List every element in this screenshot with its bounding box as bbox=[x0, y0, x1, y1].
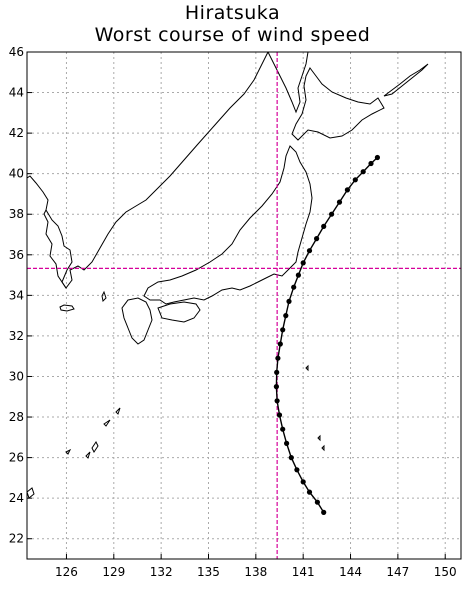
coastline-izu bbox=[305, 364, 325, 452]
plot-frame bbox=[26, 51, 462, 560]
tick-label-lon-135: 135 bbox=[197, 565, 220, 579]
tick-label-lon-144: 144 bbox=[339, 565, 362, 579]
tick-label-lat-42: 42 bbox=[9, 126, 24, 140]
title-location: Hiratsuka bbox=[184, 2, 281, 24]
track-point bbox=[306, 489, 313, 495]
track-point bbox=[280, 426, 286, 432]
title-subtitle: Worst course of wind speed bbox=[94, 24, 371, 46]
tick-label-lat-30: 30 bbox=[9, 369, 24, 383]
track-point bbox=[329, 211, 335, 217]
tick-label-lon-126: 126 bbox=[55, 565, 78, 579]
track-point bbox=[336, 199, 343, 205]
track-point bbox=[321, 509, 327, 515]
coastline-hokkaido bbox=[291, 67, 385, 141]
tick-label-lat-28: 28 bbox=[9, 410, 24, 424]
tick-label-lon-147: 147 bbox=[386, 565, 409, 579]
tick-label-lat-34: 34 bbox=[9, 288, 24, 302]
tick-label-lon-141: 141 bbox=[292, 565, 315, 579]
coastline-ryukyu bbox=[65, 407, 121, 459]
coastline-tsushima bbox=[101, 290, 107, 303]
track-point bbox=[306, 248, 313, 254]
track-point bbox=[295, 272, 301, 278]
track-point bbox=[274, 369, 280, 375]
track-point bbox=[288, 455, 294, 461]
typhoon-track bbox=[273, 154, 380, 515]
track-point bbox=[291, 284, 297, 290]
tick-label-lat-22: 22 bbox=[9, 532, 24, 546]
coastline-taiwan bbox=[27, 487, 35, 499]
track-point bbox=[277, 341, 283, 347]
track-point bbox=[286, 298, 292, 304]
track-point bbox=[276, 412, 283, 418]
tick-label-lat-40: 40 bbox=[9, 167, 24, 181]
chart-title: Hiratsuka Worst course of wind speed bbox=[0, 2, 465, 46]
coastline-honshu bbox=[143, 145, 313, 305]
coastline-jeju bbox=[59, 304, 75, 312]
coastline-kyushu bbox=[121, 297, 153, 345]
tick-label-lat-38: 38 bbox=[9, 207, 24, 221]
tick-label-lon-129: 129 bbox=[102, 565, 125, 579]
tick-label-lon-132: 132 bbox=[150, 565, 173, 579]
coastlines bbox=[27, 52, 429, 499]
track-point bbox=[314, 499, 320, 505]
coastline-shikoku bbox=[157, 301, 201, 323]
track-point bbox=[273, 384, 279, 390]
track-point bbox=[368, 160, 374, 167]
coastline-sakhalin bbox=[267, 52, 309, 114]
grid-lines bbox=[27, 51, 461, 559]
track-point bbox=[284, 440, 290, 446]
coastline-korea-west bbox=[43, 209, 67, 289]
track-point bbox=[352, 177, 358, 183]
track-point bbox=[294, 467, 300, 473]
track-point bbox=[283, 313, 289, 319]
track-point bbox=[360, 169, 366, 175]
tick-label-lat-36: 36 bbox=[9, 248, 24, 262]
track-point bbox=[275, 355, 281, 361]
coastline-kurils bbox=[383, 63, 429, 97]
track-point bbox=[300, 479, 306, 485]
location-crosshair bbox=[27, 52, 461, 559]
tick-label-lat-26: 26 bbox=[9, 451, 24, 465]
track-point bbox=[374, 154, 380, 161]
track-point bbox=[300, 260, 306, 266]
tick-label-lat-44: 44 bbox=[9, 86, 24, 100]
coastline-mainland bbox=[27, 52, 269, 289]
tick-label-lon-138: 138 bbox=[244, 565, 267, 579]
track-point bbox=[344, 187, 350, 193]
track-point bbox=[280, 327, 286, 333]
axis-ticks: 126 129 132 135 138 141 144 147 150 22 24 26 28 30 32 3… bbox=[9, 45, 457, 579]
track-point bbox=[321, 223, 327, 229]
track-point bbox=[314, 236, 320, 242]
tick-label-lat-24: 24 bbox=[9, 491, 24, 505]
tick-label-lat-32: 32 bbox=[9, 329, 24, 343]
tick-label-lat-46: 46 bbox=[9, 45, 24, 59]
track-point bbox=[274, 398, 280, 404]
tick-label-lon-150: 150 bbox=[434, 565, 457, 579]
